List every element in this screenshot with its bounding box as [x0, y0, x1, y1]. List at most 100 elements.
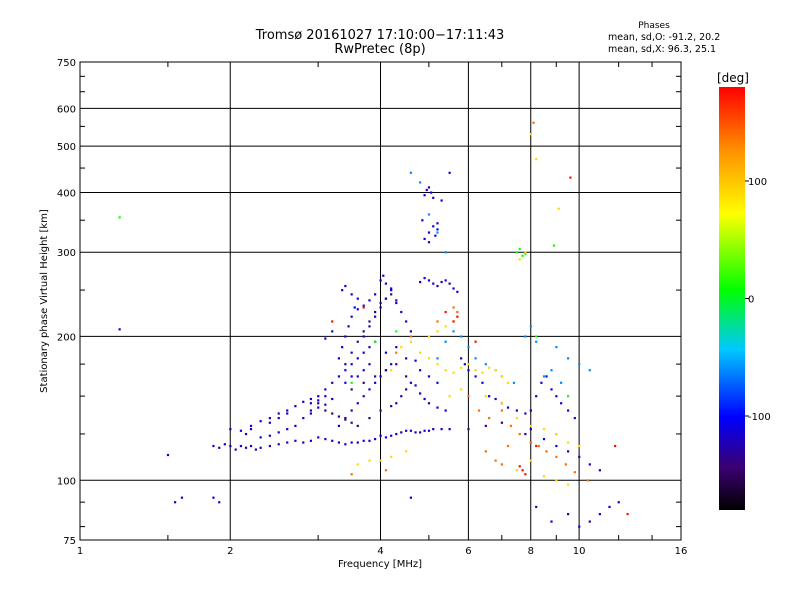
phase-info-x: mean, sd,X: 96.3, 25.1 [608, 44, 717, 55]
data-point [474, 340, 477, 343]
data-point [425, 188, 428, 192]
data-point [409, 335, 412, 338]
data-point [180, 496, 184, 499]
data-point [390, 287, 393, 290]
data-point [362, 304, 365, 307]
data-point [212, 496, 215, 499]
data-point [509, 424, 513, 428]
plot-frame [79, 61, 682, 541]
data-point [409, 340, 412, 343]
data-point [436, 330, 439, 333]
x-axis-label: Frequency [MHz] [338, 559, 422, 570]
data-point [467, 346, 470, 349]
data-point [268, 421, 271, 424]
data-point [395, 402, 398, 405]
data-point [395, 299, 398, 302]
data-point [452, 371, 455, 374]
data-point [460, 388, 463, 391]
data-point [356, 424, 359, 428]
data-point [324, 395, 327, 398]
y-axis-label: Stationary phase Virtual Height [km] [39, 209, 50, 393]
data-point [324, 409, 327, 412]
x-tick-label: 16 [675, 546, 688, 557]
data-point [347, 325, 350, 328]
data-point [436, 228, 439, 231]
data-point [277, 412, 280, 415]
data-point [588, 369, 591, 372]
data-point [555, 395, 558, 398]
data-point [229, 428, 232, 431]
data-point [390, 289, 393, 292]
data-point [427, 335, 431, 338]
data-point [588, 463, 591, 466]
data-point [524, 432, 527, 436]
data-point [529, 428, 532, 431]
data-point [474, 369, 477, 372]
data-point [384, 369, 388, 372]
data-point [324, 403, 327, 406]
data-point [545, 375, 548, 378]
data-point [390, 434, 393, 437]
data-point [405, 450, 408, 453]
colorbar [719, 87, 745, 510]
data-point [173, 501, 177, 504]
data-point [452, 330, 455, 333]
data-point [436, 222, 439, 225]
data-point [400, 346, 403, 349]
data-point [436, 363, 439, 366]
data-point [317, 402, 320, 405]
data-point [545, 450, 548, 453]
data-point [409, 330, 412, 333]
data-point [440, 280, 443, 284]
data-point [452, 320, 455, 323]
data-point [259, 420, 262, 423]
data-point [423, 276, 426, 280]
data-point [542, 475, 546, 478]
data-point [356, 375, 359, 378]
data-point [560, 402, 563, 405]
data-point [535, 340, 538, 343]
data-point [524, 251, 527, 254]
data-point [405, 320, 408, 323]
data-point [353, 306, 356, 309]
data-point [286, 428, 289, 431]
data-point [294, 439, 297, 442]
data-point [277, 443, 280, 446]
x-tick-label: 4 [377, 546, 383, 557]
data-point [500, 463, 504, 466]
data-point [419, 392, 422, 395]
data-point [515, 416, 518, 420]
data-point [118, 328, 121, 331]
data-point [384, 297, 388, 300]
data-point [555, 455, 558, 458]
data-point [268, 444, 271, 448]
data-point [557, 207, 560, 210]
data-point [374, 340, 377, 343]
data-point [467, 395, 470, 398]
data-point [474, 375, 477, 378]
data-point [467, 428, 470, 431]
data-point [484, 450, 487, 453]
data-point [427, 429, 431, 432]
data-point [362, 330, 365, 333]
data-point [506, 444, 510, 448]
data-point [374, 310, 377, 314]
data-point [356, 463, 359, 466]
data-point [368, 325, 371, 328]
data-point [368, 320, 371, 323]
data-point [521, 254, 524, 257]
data-point [542, 375, 546, 378]
data-point [331, 381, 334, 384]
data-point [356, 340, 359, 343]
data-point [374, 315, 377, 318]
data-point [506, 381, 510, 384]
data-point [309, 412, 312, 415]
y-tick-label: 500 [57, 142, 76, 153]
data-point [552, 244, 556, 247]
data-point [550, 520, 553, 523]
data-point [337, 415, 341, 418]
data-point [448, 395, 451, 398]
data-point [550, 388, 553, 391]
data-point [481, 381, 484, 384]
data-point [518, 465, 521, 468]
